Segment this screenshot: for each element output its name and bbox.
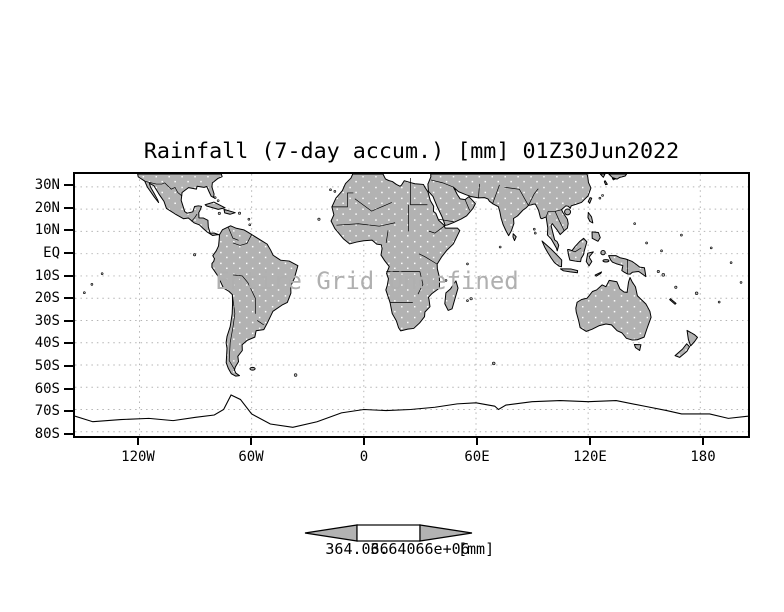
lon-tick [589,438,591,445]
lat-tick-label: 50S [34,358,60,374]
kyushu [603,180,608,186]
lat-tick [64,365,73,367]
lon-tick-label: 60E [464,449,490,465]
taiwan [587,197,593,204]
lat-tick-label: 10N [34,222,60,238]
lat-tick-label: EQ [43,245,60,261]
hispaniola [223,208,236,215]
timor [594,271,603,277]
lon-tick [363,438,365,445]
mindanao [591,231,601,242]
new-caledonia [669,298,677,305]
map-frame [73,172,750,438]
lat-tick-label: 30S [34,313,60,329]
shikoku [611,177,616,181]
lat-tick-label: 20S [34,290,60,306]
lat-tick-label: 30N [34,177,60,193]
south-america [211,225,299,377]
island-specks [83,188,743,377]
colorbar-max-label: 3.64066e+06 [370,540,470,558]
borneo [567,237,588,263]
lat-tick-label: 40S [34,335,60,351]
plot-title: Rainfall (7-day accum.) [mm] 01Z30Jun202… [143,139,680,164]
colorbar [304,524,473,542]
luzon [587,212,594,224]
cuba [204,201,226,210]
lon-tick-label: 120E [573,449,607,465]
colorbar-unit-label: [mm] [458,540,495,558]
sri-lanka [512,233,517,242]
antarctica-coastline [75,394,748,428]
world-map [75,174,748,436]
lat-tick [64,342,73,344]
lat-tick [64,297,73,299]
lon-tick-label: 0 [359,449,369,465]
lat-tick [64,207,73,209]
lon-tick-label: 180 [690,449,716,465]
colorbar-right-arrow [419,524,473,542]
lat-tick [64,252,73,254]
sumatra [541,240,563,268]
australia [575,277,652,341]
java [559,268,579,274]
colorbar-segment [356,524,421,542]
lat-tick [64,388,73,390]
lat-tick-label: 70S [34,403,60,419]
lon-tick [702,438,704,445]
lat-tick [64,275,73,277]
lon-tick-label: 120W [121,449,155,465]
new-zealand-north [686,329,698,347]
country-borders [145,177,628,371]
sulawesi [585,251,594,267]
tasmania [633,344,642,351]
falkland-islands [249,366,256,371]
lat-tick [64,229,73,231]
lon-tick [476,438,478,445]
lat-tick-label: 10S [34,268,60,284]
korea-tip [599,174,606,178]
lat-tick [64,433,73,435]
lat-tick [64,184,73,186]
lat-tick [64,320,73,322]
colorbar-left-arrow [304,524,358,542]
lon-tick [250,438,252,445]
lat-tick-label: 80S [34,426,60,442]
lat-tick [64,410,73,412]
colorbar-min-label: 364.066 [325,540,389,558]
madagascar [444,280,459,311]
continents [137,174,698,377]
honshu [608,174,628,180]
lon-tick [137,438,139,445]
new-zealand-south [674,343,691,358]
hainan [564,208,572,216]
seram [602,259,610,263]
north-america [137,174,223,236]
africa [330,174,461,332]
lat-tick-label: 20N [34,200,60,216]
halmahera [600,249,606,256]
lat-tick-label: 60S [34,381,60,397]
grid-undefined-message: Entire Grid Undefined [215,267,519,295]
asia [427,174,592,252]
lon-tick-label: 60W [238,449,264,465]
